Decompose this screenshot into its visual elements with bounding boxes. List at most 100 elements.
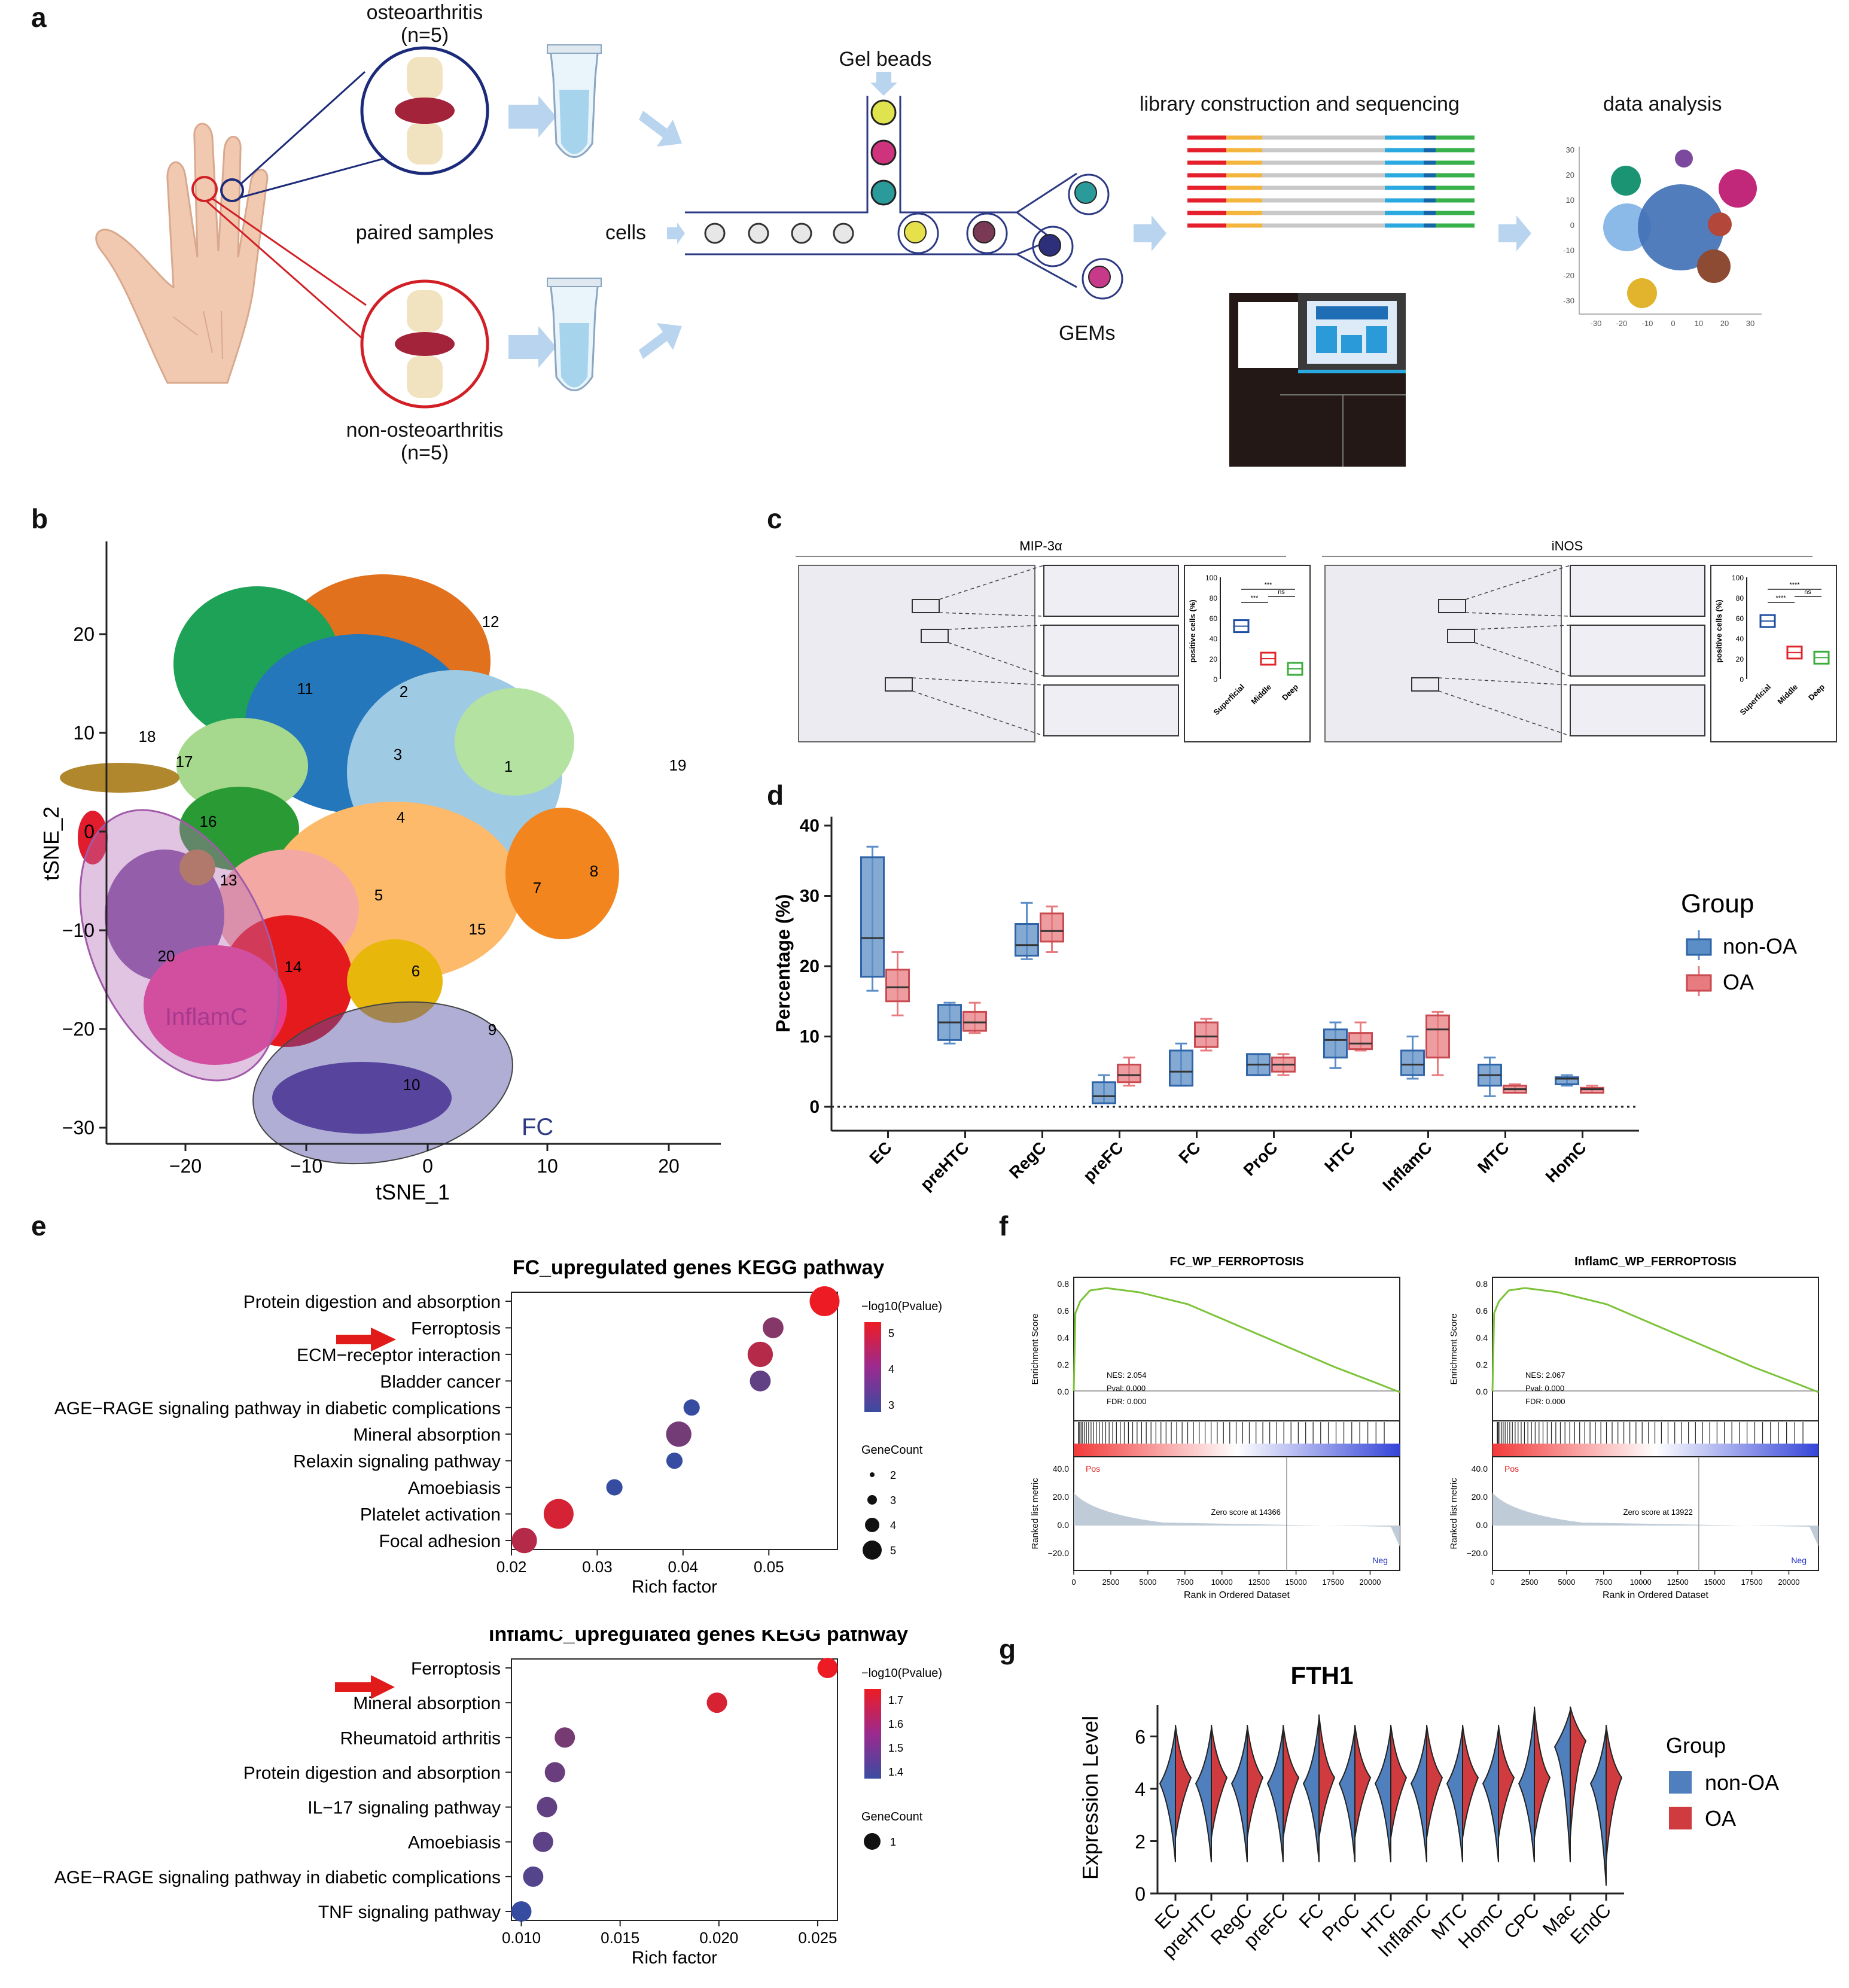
pathway-dot [750, 1370, 771, 1392]
mini-y-tick: 30 [1566, 145, 1574, 154]
box-OA [1425, 1014, 1450, 1059]
x-axis-title: Rich factor [632, 1948, 717, 1968]
cluster-label: 17 [176, 753, 193, 771]
legend-size-tick: 2 [890, 1469, 896, 1481]
violin-oa [1318, 1714, 1336, 1838]
cluster-label: 2 [400, 683, 408, 701]
oa-n-label: (n=5) [400, 24, 449, 47]
arrow-icon [870, 72, 897, 96]
rank-frame [1492, 1456, 1819, 1571]
pathway-dot [817, 1658, 838, 1678]
mini-y-tick: 20 [1210, 655, 1218, 663]
paired-samples-label: paired samples [355, 221, 494, 244]
y-tick-label: 0 [84, 821, 95, 842]
cluster-label: 3 [394, 745, 402, 763]
rank-axis-title: Ranked list metric [1449, 1478, 1459, 1549]
sig-label: **** [1775, 595, 1786, 602]
es-tick: 0.2 [1058, 1360, 1070, 1369]
es-tick: 0.8 [1476, 1279, 1488, 1289]
y-tick-label: 40 [800, 816, 820, 836]
y-tick-label: 2 [1135, 1831, 1146, 1853]
x-tick-label: HTC [1321, 1138, 1358, 1176]
y-tick-label: 10 [73, 722, 95, 744]
tsne-axes: −20 −10 0 10 2020100−10−20−30tSNE_1tSNE_2123… [39, 541, 721, 1204]
sig-label: *** [1265, 582, 1273, 589]
box-non-OA [1169, 1049, 1193, 1087]
rank-tick: 20.0 [1472, 1492, 1488, 1502]
x-tick-label: 0.04 [668, 1558, 699, 1576]
x-tick-label: 10000 [1211, 1578, 1233, 1587]
sequencer-icon [1229, 293, 1406, 467]
ihc-zoom-box [912, 599, 940, 613]
zoom-connector [1465, 612, 1571, 617]
violin-non-oa [1553, 1710, 1571, 1862]
box-OA [885, 969, 910, 1003]
panel-d-boxplot: 40 30 20 10 0 Percentage (%) EC preHTC RegC preFC… [772, 816, 1797, 1195]
legend-size-tick: 4 [890, 1520, 896, 1532]
x-tick-label: EC [866, 1138, 895, 1167]
pos-label: Pos [1086, 1464, 1100, 1474]
violin-oa [1175, 1725, 1192, 1838]
legend-swatch [1686, 938, 1712, 956]
es-frame [1492, 1277, 1819, 1421]
ihc-overview-image [1324, 565, 1562, 742]
library-reads [1187, 135, 1475, 228]
ihc-zoom-box [1438, 599, 1466, 613]
x-tick-label: −10 [290, 1155, 322, 1177]
x-tick-label: −20 [169, 1155, 202, 1177]
zero-score-text: Zero score at 14366 [1211, 1508, 1281, 1517]
box-non-OA [1323, 1028, 1348, 1059]
x-tick-label: preFC [1080, 1138, 1127, 1185]
es-axis-title: Enrichment Score [1449, 1313, 1459, 1384]
y-axis-title: Expression Level [1078, 1716, 1102, 1880]
arrow-icon [1498, 215, 1531, 251]
pathway-dot [511, 1527, 537, 1554]
gsea-title: FC_WP_FERROPTOSIS [1169, 1255, 1303, 1268]
violin-non-oa [1482, 1728, 1499, 1862]
panel-letter-e: e [31, 1210, 47, 1241]
cluster-label: 19 [669, 756, 687, 774]
legend-color-title: −log10(Pvalue) [861, 1300, 942, 1313]
zoom-connector [939, 565, 1044, 600]
rank-area [1492, 1493, 1818, 1546]
es-curve [1491, 1287, 1819, 1393]
es-tick: 0.2 [1476, 1360, 1488, 1369]
y-tick-label: −20 [62, 1018, 95, 1040]
non-oa-label: non-osteoarthritis [346, 419, 504, 442]
panel-b-tsne: −20 −10 0 10 2020100−10−20−30tSNE_1tSNE_2123… [39, 541, 721, 1204]
mini-y-tick: 60 [1736, 614, 1744, 623]
pathway-dot [532, 1831, 553, 1852]
zoom-connector [912, 690, 1044, 736]
violin-non-oa [1302, 1718, 1320, 1862]
highlight-arrow-icon [336, 1328, 396, 1351]
es-tick: 0.8 [1058, 1279, 1070, 1289]
violin-oa [1390, 1725, 1408, 1838]
pos-label: Pos [1504, 1464, 1519, 1474]
non-oa-n-label: (n=5) [400, 442, 449, 464]
zoom-connector [939, 612, 1044, 617]
mini-x-tick: 0 [1671, 319, 1675, 328]
highlight-arrow-icon [335, 1675, 395, 1699]
rank-tick: −20.0 [1467, 1548, 1488, 1558]
mini-y-tick: 100 [1205, 574, 1217, 582]
x-tick-label: 0.025 [798, 1929, 837, 1947]
ihc-zoom-box [921, 629, 949, 643]
cluster-label: 16 [200, 812, 217, 830]
x-tick-label: InflamC [1379, 1138, 1436, 1195]
legend-swatch [1669, 1771, 1692, 1794]
gem-droplet-icon [897, 173, 1123, 300]
cluster-label: 11 [297, 680, 313, 698]
rank-colorbar [1492, 1444, 1818, 1457]
tube-icon [547, 278, 602, 391]
box-non-OA [1092, 1081, 1116, 1104]
mini-x-tick: 10 [1695, 319, 1703, 328]
ihc-zoom-image [1043, 565, 1179, 617]
y-axis-title: tSNE_2 [39, 806, 63, 881]
zero-score-text: Zero score at 13922 [1623, 1508, 1693, 1517]
x-axis-title: Rank in Ordered Dataset [1184, 1590, 1290, 1600]
pval-text: Pval: 0.000 [1525, 1384, 1564, 1393]
arrow-icon [667, 223, 685, 244]
pathway-dot [747, 1341, 773, 1368]
zoom-connector [1474, 625, 1571, 630]
